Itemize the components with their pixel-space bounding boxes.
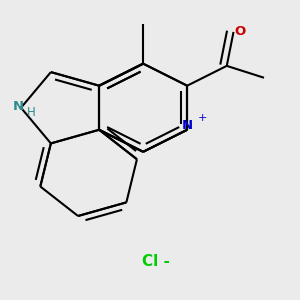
Text: +: +	[198, 113, 208, 123]
Text: Cl -: Cl -	[142, 254, 170, 268]
Text: N: N	[13, 100, 24, 113]
Text: O: O	[235, 26, 246, 38]
Text: N: N	[182, 119, 193, 132]
Text: H: H	[27, 106, 36, 119]
